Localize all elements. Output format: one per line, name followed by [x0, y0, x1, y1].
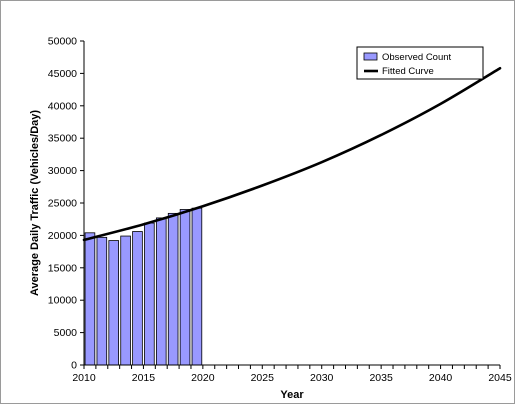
y-tick-label-5000: 5000 [54, 327, 78, 339]
x-tick-label-2040: 2040 [429, 372, 453, 384]
bar-2017 [167, 212, 179, 366]
legend-label-fitted: Fitted Curve [382, 66, 434, 77]
y-tick-label-30000: 30000 [48, 165, 77, 177]
y-tick-label-0: 0 [71, 360, 77, 372]
x-tick-label-2035: 2035 [369, 372, 393, 384]
fitted-curve-line [82, 66, 502, 242]
y-tick-label-20000: 20000 [48, 230, 77, 242]
x-tick-label-2015: 2015 [132, 372, 156, 384]
bar-2011 [96, 236, 108, 366]
legend-box [356, 46, 484, 80]
x-tick-label-2020: 2020 [191, 372, 215, 384]
x-tick-label-2045: 2045 [488, 372, 512, 384]
legend: Observed Count Fitted Curve [356, 46, 484, 80]
curve-layer [82, 66, 502, 242]
bar-2018 [179, 209, 191, 366]
x-tick-label-2025: 2025 [251, 372, 275, 384]
x-axis-title: Year [280, 389, 304, 401]
bar-2016 [155, 217, 167, 366]
y-tick-label-15000: 15000 [48, 262, 77, 274]
bar-2010 [84, 232, 96, 366]
axes-layer: 0 5000 10000 15000 20000 25000 30000 35000 40000… [29, 36, 512, 402]
x-tick-label-2030: 2030 [310, 372, 334, 384]
y-tick-label-10000: 10000 [48, 295, 77, 307]
bar-2014 [132, 231, 143, 366]
y-axis-title: Average Daily Traffic (Vehicles/Day) [29, 110, 41, 296]
y-tick-label-50000: 50000 [48, 36, 77, 48]
x-tick-label-2010: 2010 [72, 372, 96, 384]
legend-label-observed: Observed Count [382, 52, 452, 63]
legend-swatch-observed [363, 52, 378, 61]
y-tick-label-35000: 35000 [48, 133, 77, 145]
y-tick-label-40000: 40000 [48, 100, 77, 112]
bar-2015 [144, 222, 155, 366]
y-tick-label-25000: 25000 [48, 198, 77, 210]
y-tick-label-45000: 45000 [48, 68, 77, 80]
bar-2019 [191, 207, 203, 366]
bar-2013 [120, 235, 131, 366]
bar-2012 [108, 240, 119, 366]
